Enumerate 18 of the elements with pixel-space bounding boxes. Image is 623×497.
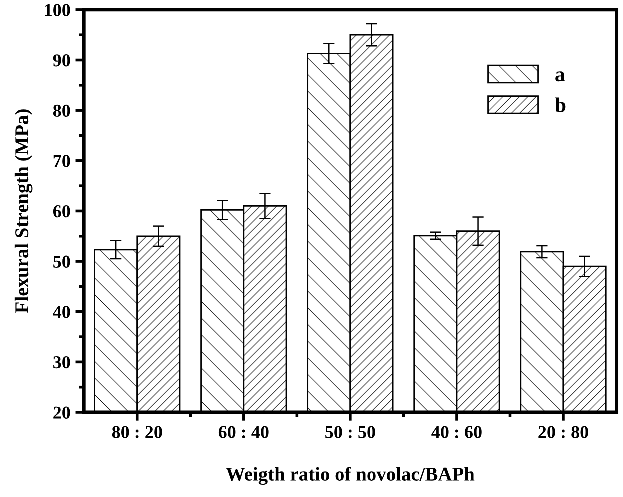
x-tick-label: 20 : 80 <box>538 426 588 438</box>
y-tick-label: 50 <box>54 256 70 268</box>
y-tick-label: 40 <box>53 306 70 318</box>
x-tick-label: 50 : 50 <box>326 426 376 438</box>
x-tick-label: 40 : 60 <box>432 426 482 438</box>
legend-label: b <box>555 98 566 112</box>
x-tick-label: 80 : 20 <box>112 426 162 438</box>
y-tick-label: 100 <box>45 4 70 16</box>
y-tick-label: 90 <box>53 54 70 67</box>
y-tick-label: 70 <box>54 155 70 168</box>
y-tick-label: 30 <box>54 356 70 369</box>
x-tick-label: 60 : 40 <box>218 426 269 438</box>
x-axis-title: Weigth ratio of novolac/BAPh <box>226 467 475 486</box>
legend-label: a <box>556 72 566 82</box>
y-tick-label: 60 <box>53 205 70 218</box>
y-axis-title: Flexural Strength (MPa) <box>14 110 33 314</box>
y-tick-label: 80 <box>53 104 70 118</box>
y-tick-label: 20 <box>54 406 70 419</box>
